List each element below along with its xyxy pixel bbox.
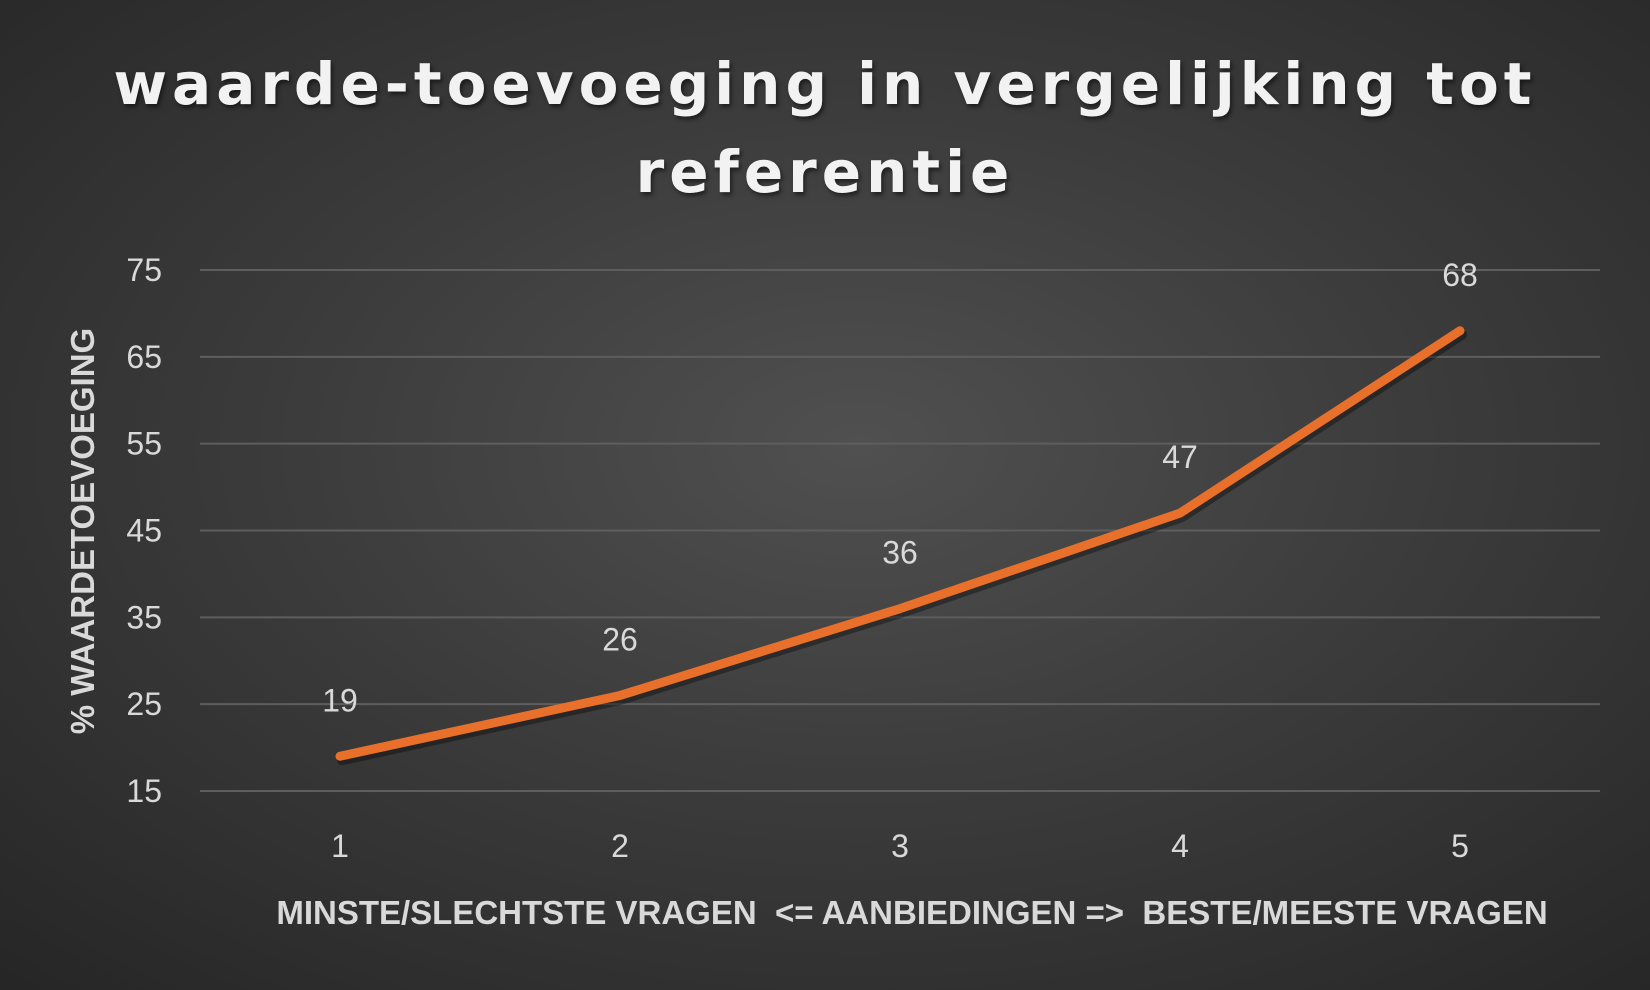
data-point xyxy=(619,694,621,697)
chart-title: waarde-toevoeging in vergelijking tot re… xyxy=(0,40,1650,216)
data-label: 19 xyxy=(322,682,358,718)
chart-title-line-1: waarde-toevoeging in vergelijking tot xyxy=(113,50,1537,118)
x-tick-label: 5 xyxy=(1451,828,1469,864)
data-label: 68 xyxy=(1442,257,1478,293)
x-axis-title: MINSTE/SLECHTSTE VRAGEN <= AANBIEDINGEN … xyxy=(276,894,1547,931)
x-tick-label: 2 xyxy=(611,828,629,864)
x-tick-label: 1 xyxy=(331,828,349,864)
y-tick-label: 25 xyxy=(126,686,162,722)
x-tick-label: 4 xyxy=(1171,828,1189,864)
y-tick-label: 55 xyxy=(126,426,162,462)
data-label: 36 xyxy=(882,535,918,571)
data-point xyxy=(1179,512,1181,515)
data-point xyxy=(899,607,901,610)
x-tick-label: 3 xyxy=(891,828,909,864)
y-tick-label: 65 xyxy=(126,339,162,375)
y-axis-title: % WAARDETOEVOEGING xyxy=(64,328,101,734)
data-label: 26 xyxy=(602,621,638,657)
y-tick-label: 75 xyxy=(126,252,162,288)
y-tick-label: 15 xyxy=(126,773,162,809)
data-point xyxy=(1459,329,1461,332)
y-tick-label: 35 xyxy=(126,599,162,635)
data-point xyxy=(339,755,341,758)
chart-title-line-2: referentie xyxy=(635,138,1015,206)
y-tick-label: 45 xyxy=(126,513,162,549)
data-label: 47 xyxy=(1162,439,1198,475)
